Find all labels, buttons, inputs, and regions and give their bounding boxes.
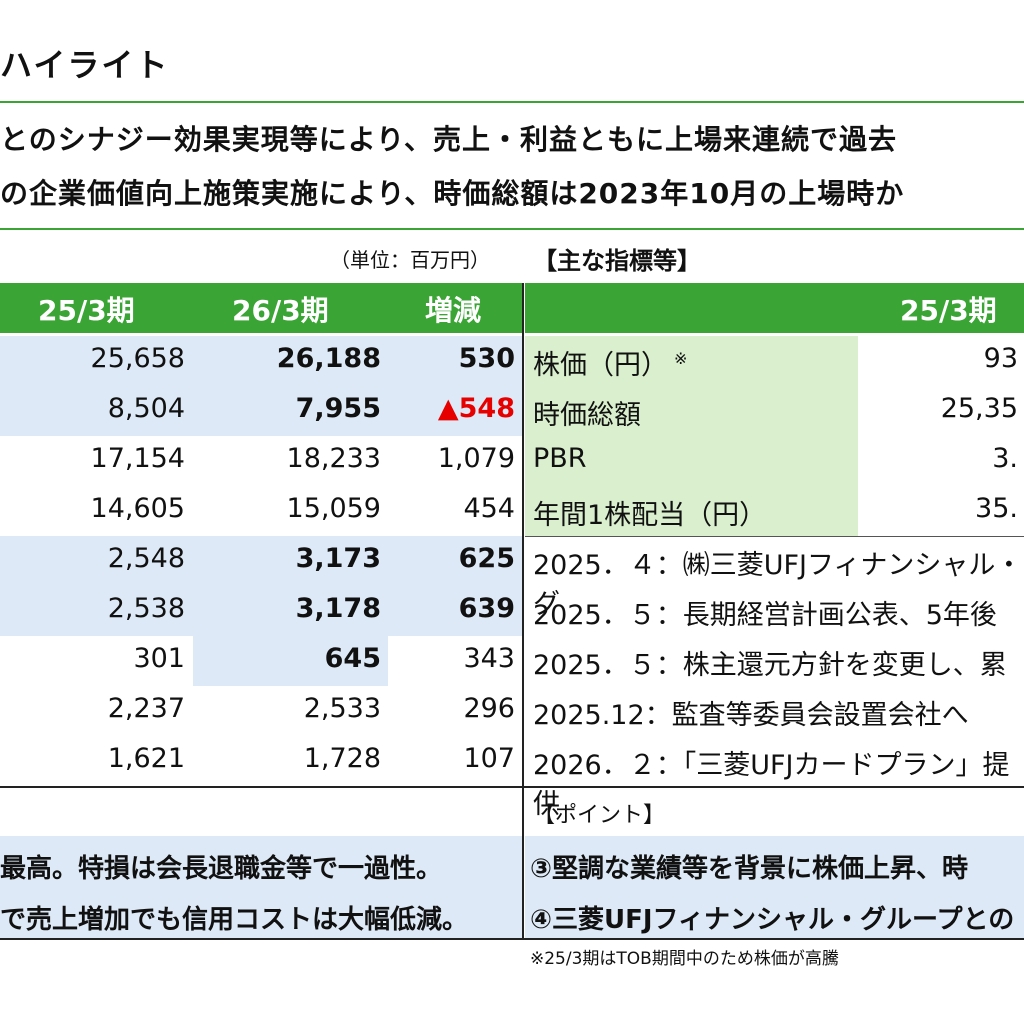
metric-dividend-label: 年間1株配当（円） [533,500,767,531]
header-26-3: 26/3期 [232,294,329,327]
r6-a: 2,538 [107,593,185,624]
r2-b: 7,955 [295,393,381,424]
summary-line-2: の企業価値向上施策実施により、時価総額は2023年10月の上場時か [0,177,905,210]
r9-d: 107 [463,743,515,774]
right-point-2: ④三菱UFJフィナンシャル・グループとの [530,905,1015,935]
left-point-1: 最高。特損は会長退職金等で一過性。 [0,854,443,884]
highlight-rows-1-2 [0,336,522,436]
r7-a: 301 [133,643,185,674]
r6-b: 3,178 [295,593,381,624]
header-change: 増減 [425,294,482,327]
r1-b: 26,188 [276,343,381,374]
metric-stock-price-mark: ※ [674,349,688,368]
r2-a: 8,504 [107,393,185,424]
header-25-3: 25/3期 [38,294,135,327]
event-4: 2025.12：監査等委員会設置会社へ [533,700,969,731]
r8-a: 2,237 [107,693,185,724]
footnote: ※25/3期はTOB期間中のため株価が高騰 [530,949,839,969]
r1-d: 530 [458,343,515,374]
metric-pbr-value: 3. [992,443,1018,474]
r8-b: 2,533 [303,693,381,724]
r7-d: 343 [463,643,515,674]
unit-label: （単位：百万円） [330,248,490,272]
title-divider [0,101,1024,103]
event-2: 2025．５：長期経営計画公表、5年後 [533,600,997,631]
r6-d: 639 [458,593,515,624]
indicators-title: 【主な指標等】 [533,247,701,275]
r8-d: 296 [463,693,515,724]
right-point-1: ③堅調な業績等を背景に株価上昇、時 [530,854,969,884]
r3-b: 18,233 [286,443,381,474]
r3-a: 17,154 [90,443,185,474]
r3-d: 1,079 [437,443,515,474]
summary-line-1: とのシナジー効果実現等により、売上・利益ともに上場来連続で過去 [0,123,898,156]
r5-a: 2,548 [107,543,185,574]
metric-stock-price-value: 93 [983,343,1018,374]
r4-b: 15,059 [286,493,381,524]
left-point-2: で売上増加でも信用コストは大幅低減。 [0,905,469,935]
table-bottom-border [0,786,1024,788]
points-bottom-border [0,938,1024,940]
metric-pbr-label: PBR [533,443,587,474]
r9-a: 1,621 [107,743,185,774]
table-divider-vertical [522,283,524,940]
highlight-rows-5-6 [0,536,522,636]
event-1: 2025．４：㈱三菱UFJフィナンシャル・グ [533,550,1023,620]
r4-d: 454 [463,493,515,524]
r4-a: 14,605 [90,493,185,524]
r9-b: 1,728 [303,743,381,774]
r7-b: 645 [324,643,381,674]
r5-b: 3,173 [295,543,381,574]
left-points-bg [0,836,522,940]
right-points-bg [525,836,1024,940]
page-title: ハイライト [0,46,170,84]
r1-a: 25,658 [90,343,185,374]
r2-d: ▲548 [437,393,515,424]
event-5: 2026．２：「三菱UFJカードプラン」提供 [533,750,1010,820]
highlight-cell-645 [193,636,388,686]
right-table-header: 25/3期 [525,283,1024,333]
summary-divider [0,228,1024,230]
metric-market-cap-value: 25,35 [940,393,1018,424]
left-table-header: 25/3期 26/3期 増減 [0,283,522,333]
metrics-events-divider [525,536,1024,537]
metric-market-cap-label: 時価総額 [533,400,641,431]
right-header-25-3: 25/3期 [900,294,997,327]
points-label: 【ポイント】 [533,803,666,828]
r5-d: 625 [458,543,515,574]
event-3: 2025．５：株主還元方針を変更し、累 [533,650,1007,681]
metric-label-bg [525,336,858,536]
metric-dividend-value: 35. [975,493,1018,524]
metric-stock-price-label: 株価（円） ※ [533,349,688,381]
